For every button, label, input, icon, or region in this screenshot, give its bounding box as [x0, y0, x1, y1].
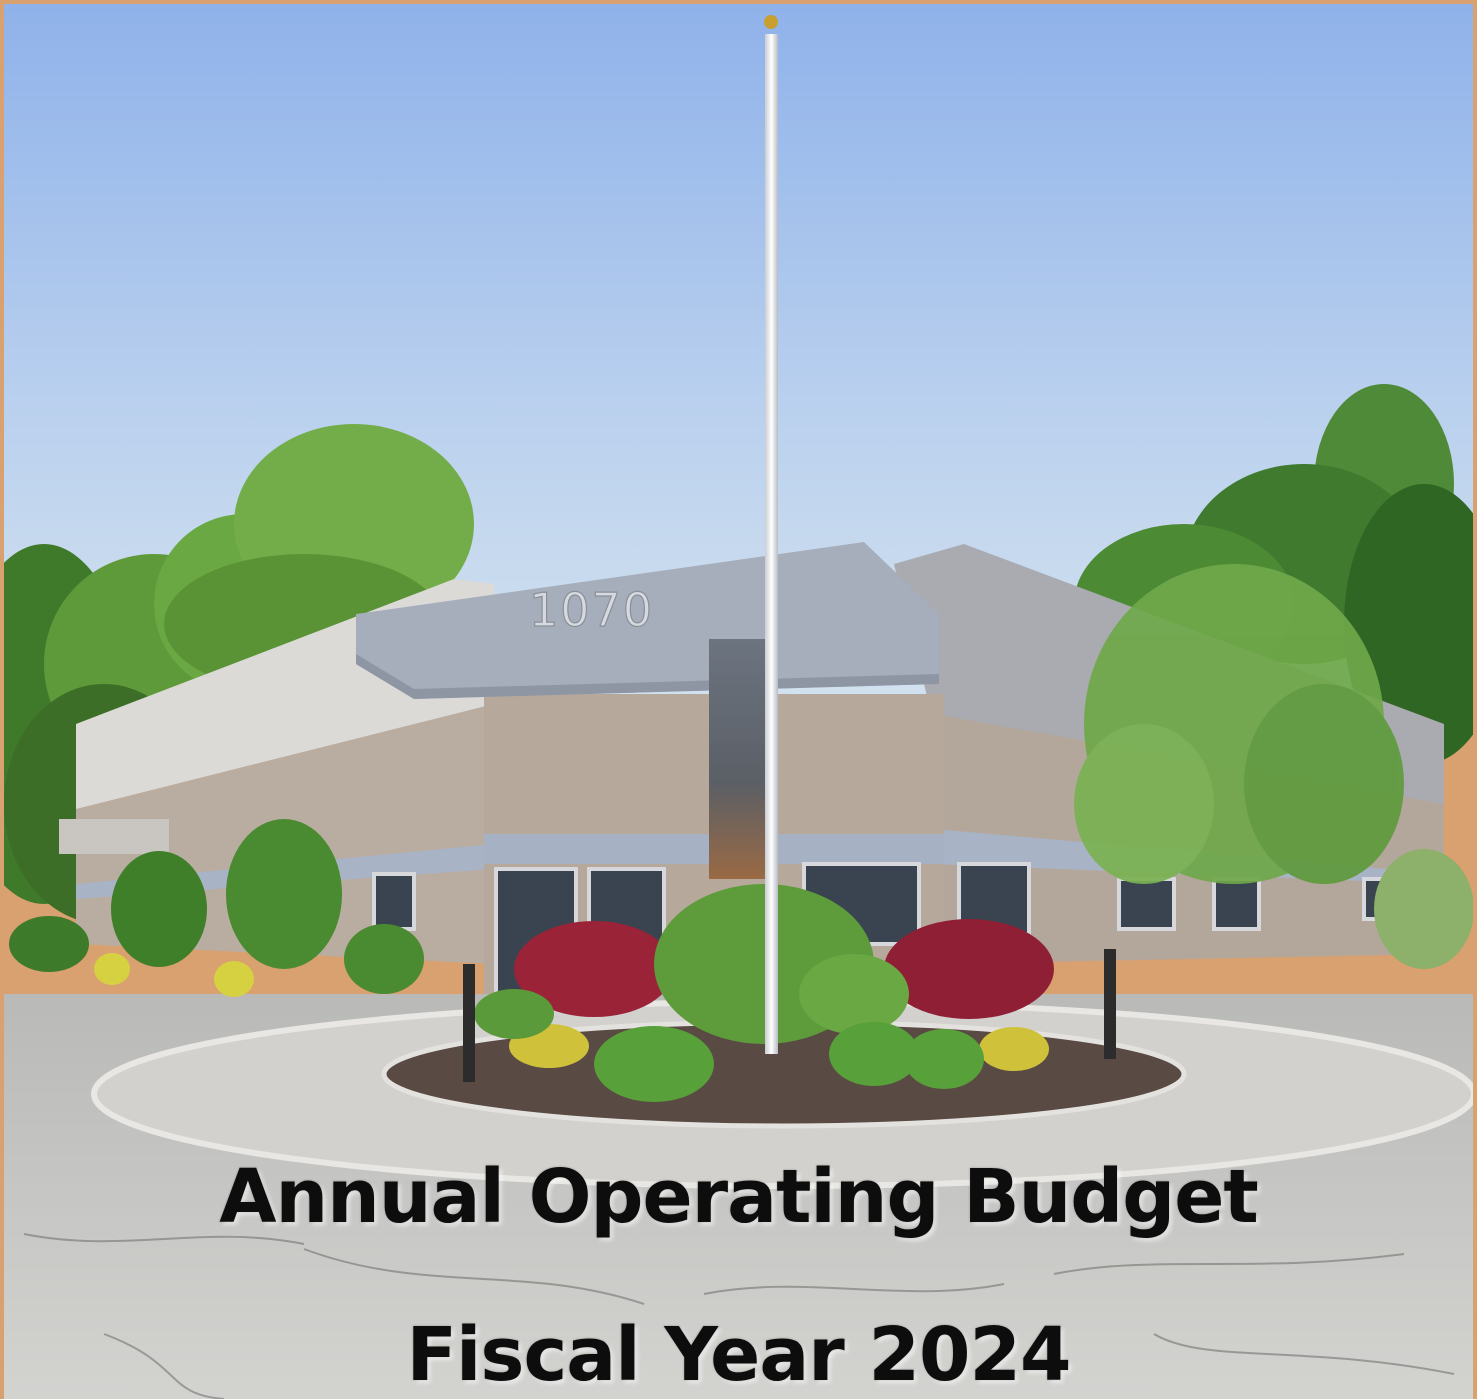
cover-title: Annual Operating Budget: [219, 1154, 1259, 1240]
cover-subtitle: Fiscal Year 2024: [406, 1312, 1071, 1398]
left-canopy: [59, 819, 169, 854]
building-number: 1070: [529, 583, 654, 637]
stone-column: [709, 639, 767, 879]
bollard-left: [463, 964, 475, 1082]
flagpole: [765, 34, 778, 1054]
entrance-canopy: [356, 542, 939, 699]
shrubs: [9, 819, 1473, 1102]
bollard-right: [1104, 949, 1116, 1059]
cover-photo: 1070: [4, 4, 1473, 1399]
foreground-tree: [1074, 564, 1404, 884]
building-scene: 1070: [4, 4, 1473, 1399]
flagpole-finial: [764, 15, 778, 29]
pavement-cracks: [23, 1233, 1455, 1399]
